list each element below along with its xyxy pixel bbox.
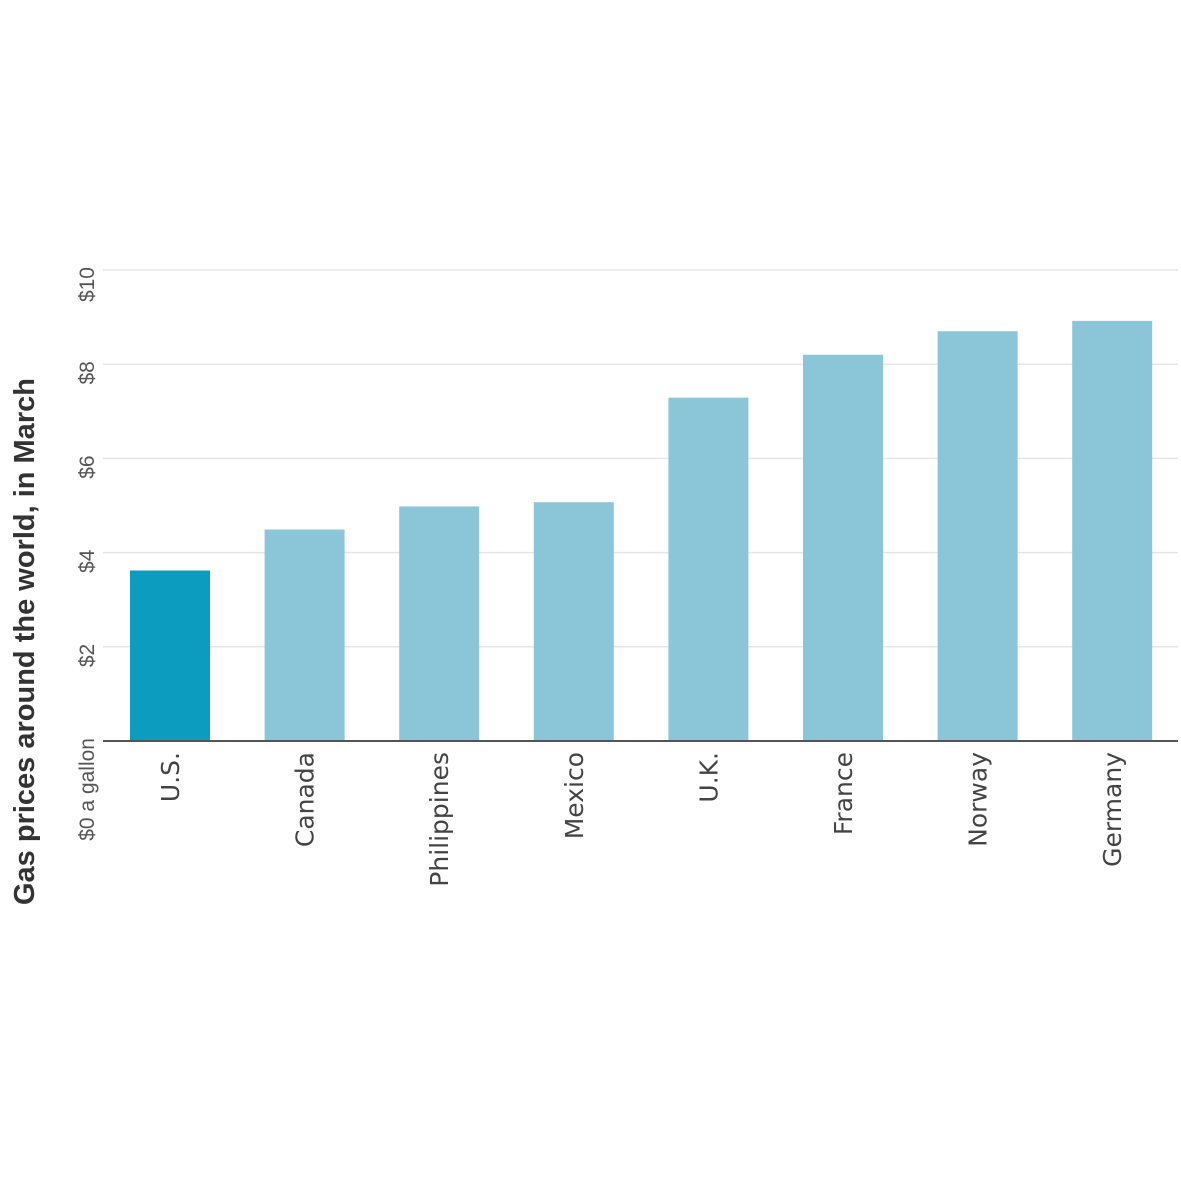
bar-us — [130, 570, 210, 741]
bar-norway — [937, 331, 1018, 741]
bar-mexico — [533, 502, 614, 741]
category-label: U.K. — [694, 752, 723, 803]
y-tick-label: $6 — [76, 455, 99, 478]
category-label: Germany — [1098, 752, 1127, 867]
bar-germany — [1072, 320, 1153, 741]
y-tick-label: $4 — [76, 549, 99, 573]
bar-philippines — [399, 506, 480, 741]
y-tick-label: $10 — [76, 267, 99, 302]
y-tick-label: $8 — [76, 361, 99, 384]
category-label: Philippines — [425, 752, 454, 887]
category-label: U.S. — [156, 752, 185, 802]
y-tick-label: $2 — [76, 644, 99, 667]
category-label: Norway — [964, 752, 993, 847]
category-label: Mexico — [560, 752, 589, 839]
bar-uk — [668, 397, 749, 741]
category-labels: U.S. Canada Philippines Mexico U.K. France Nor… — [156, 752, 1127, 887]
category-label: Canada — [291, 752, 320, 847]
y-tick-label: $0 a gallon — [76, 738, 99, 841]
category-label: France — [829, 752, 858, 835]
bars — [130, 320, 1153, 741]
y-tick-labels: $0 a gallon $2 $4 $6 $8 $10 — [76, 267, 99, 841]
bar-canada — [264, 529, 345, 741]
chart-title: Gas prices around the world, in March — [9, 378, 41, 905]
bar-france — [803, 354, 883, 741]
